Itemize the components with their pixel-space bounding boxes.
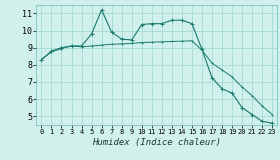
X-axis label: Humidex (Indice chaleur): Humidex (Indice chaleur) [92, 138, 221, 147]
